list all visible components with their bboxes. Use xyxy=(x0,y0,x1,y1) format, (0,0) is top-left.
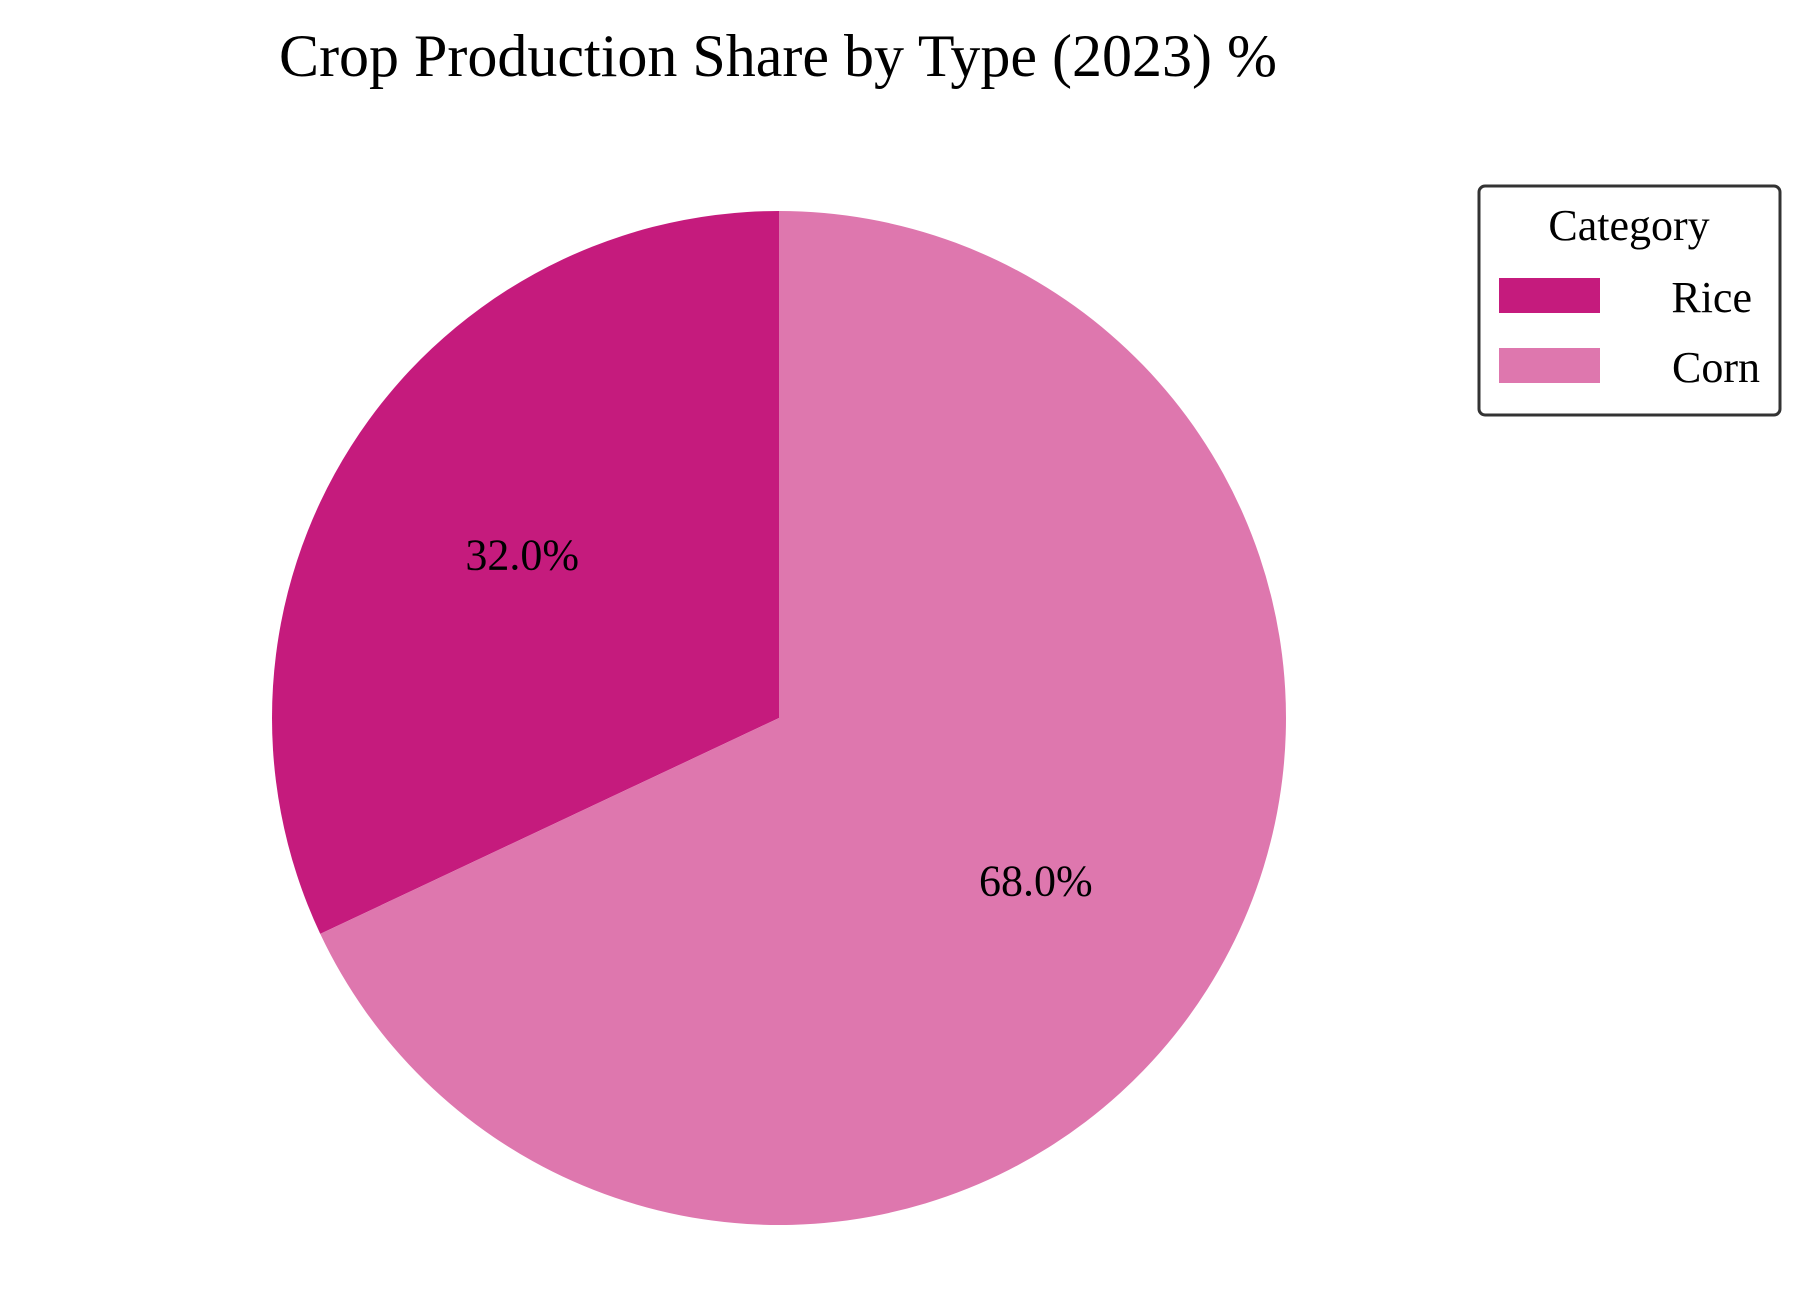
pie-slice-rice xyxy=(271,211,779,934)
pie-slices xyxy=(271,211,1287,1225)
legend-swatch-rice xyxy=(1499,278,1600,313)
legend-label-rice: Rice xyxy=(1671,273,1752,322)
chart-title: Crop Production Share by Type (2023) % xyxy=(279,23,1277,89)
legend-title: Category xyxy=(1548,201,1709,250)
legend-swatch-corn xyxy=(1499,348,1600,383)
pie-slice-labels: 32.0% 68.0% xyxy=(465,531,1092,906)
legend-label-corn: Corn xyxy=(1672,343,1760,392)
pie-slice-label-corn: 68.0% xyxy=(979,856,1093,905)
pie-slice-label-rice: 32.0% xyxy=(465,531,579,580)
pie-slice-corn xyxy=(320,211,1287,1225)
legend: Category Rice Corn xyxy=(1477,184,1782,417)
